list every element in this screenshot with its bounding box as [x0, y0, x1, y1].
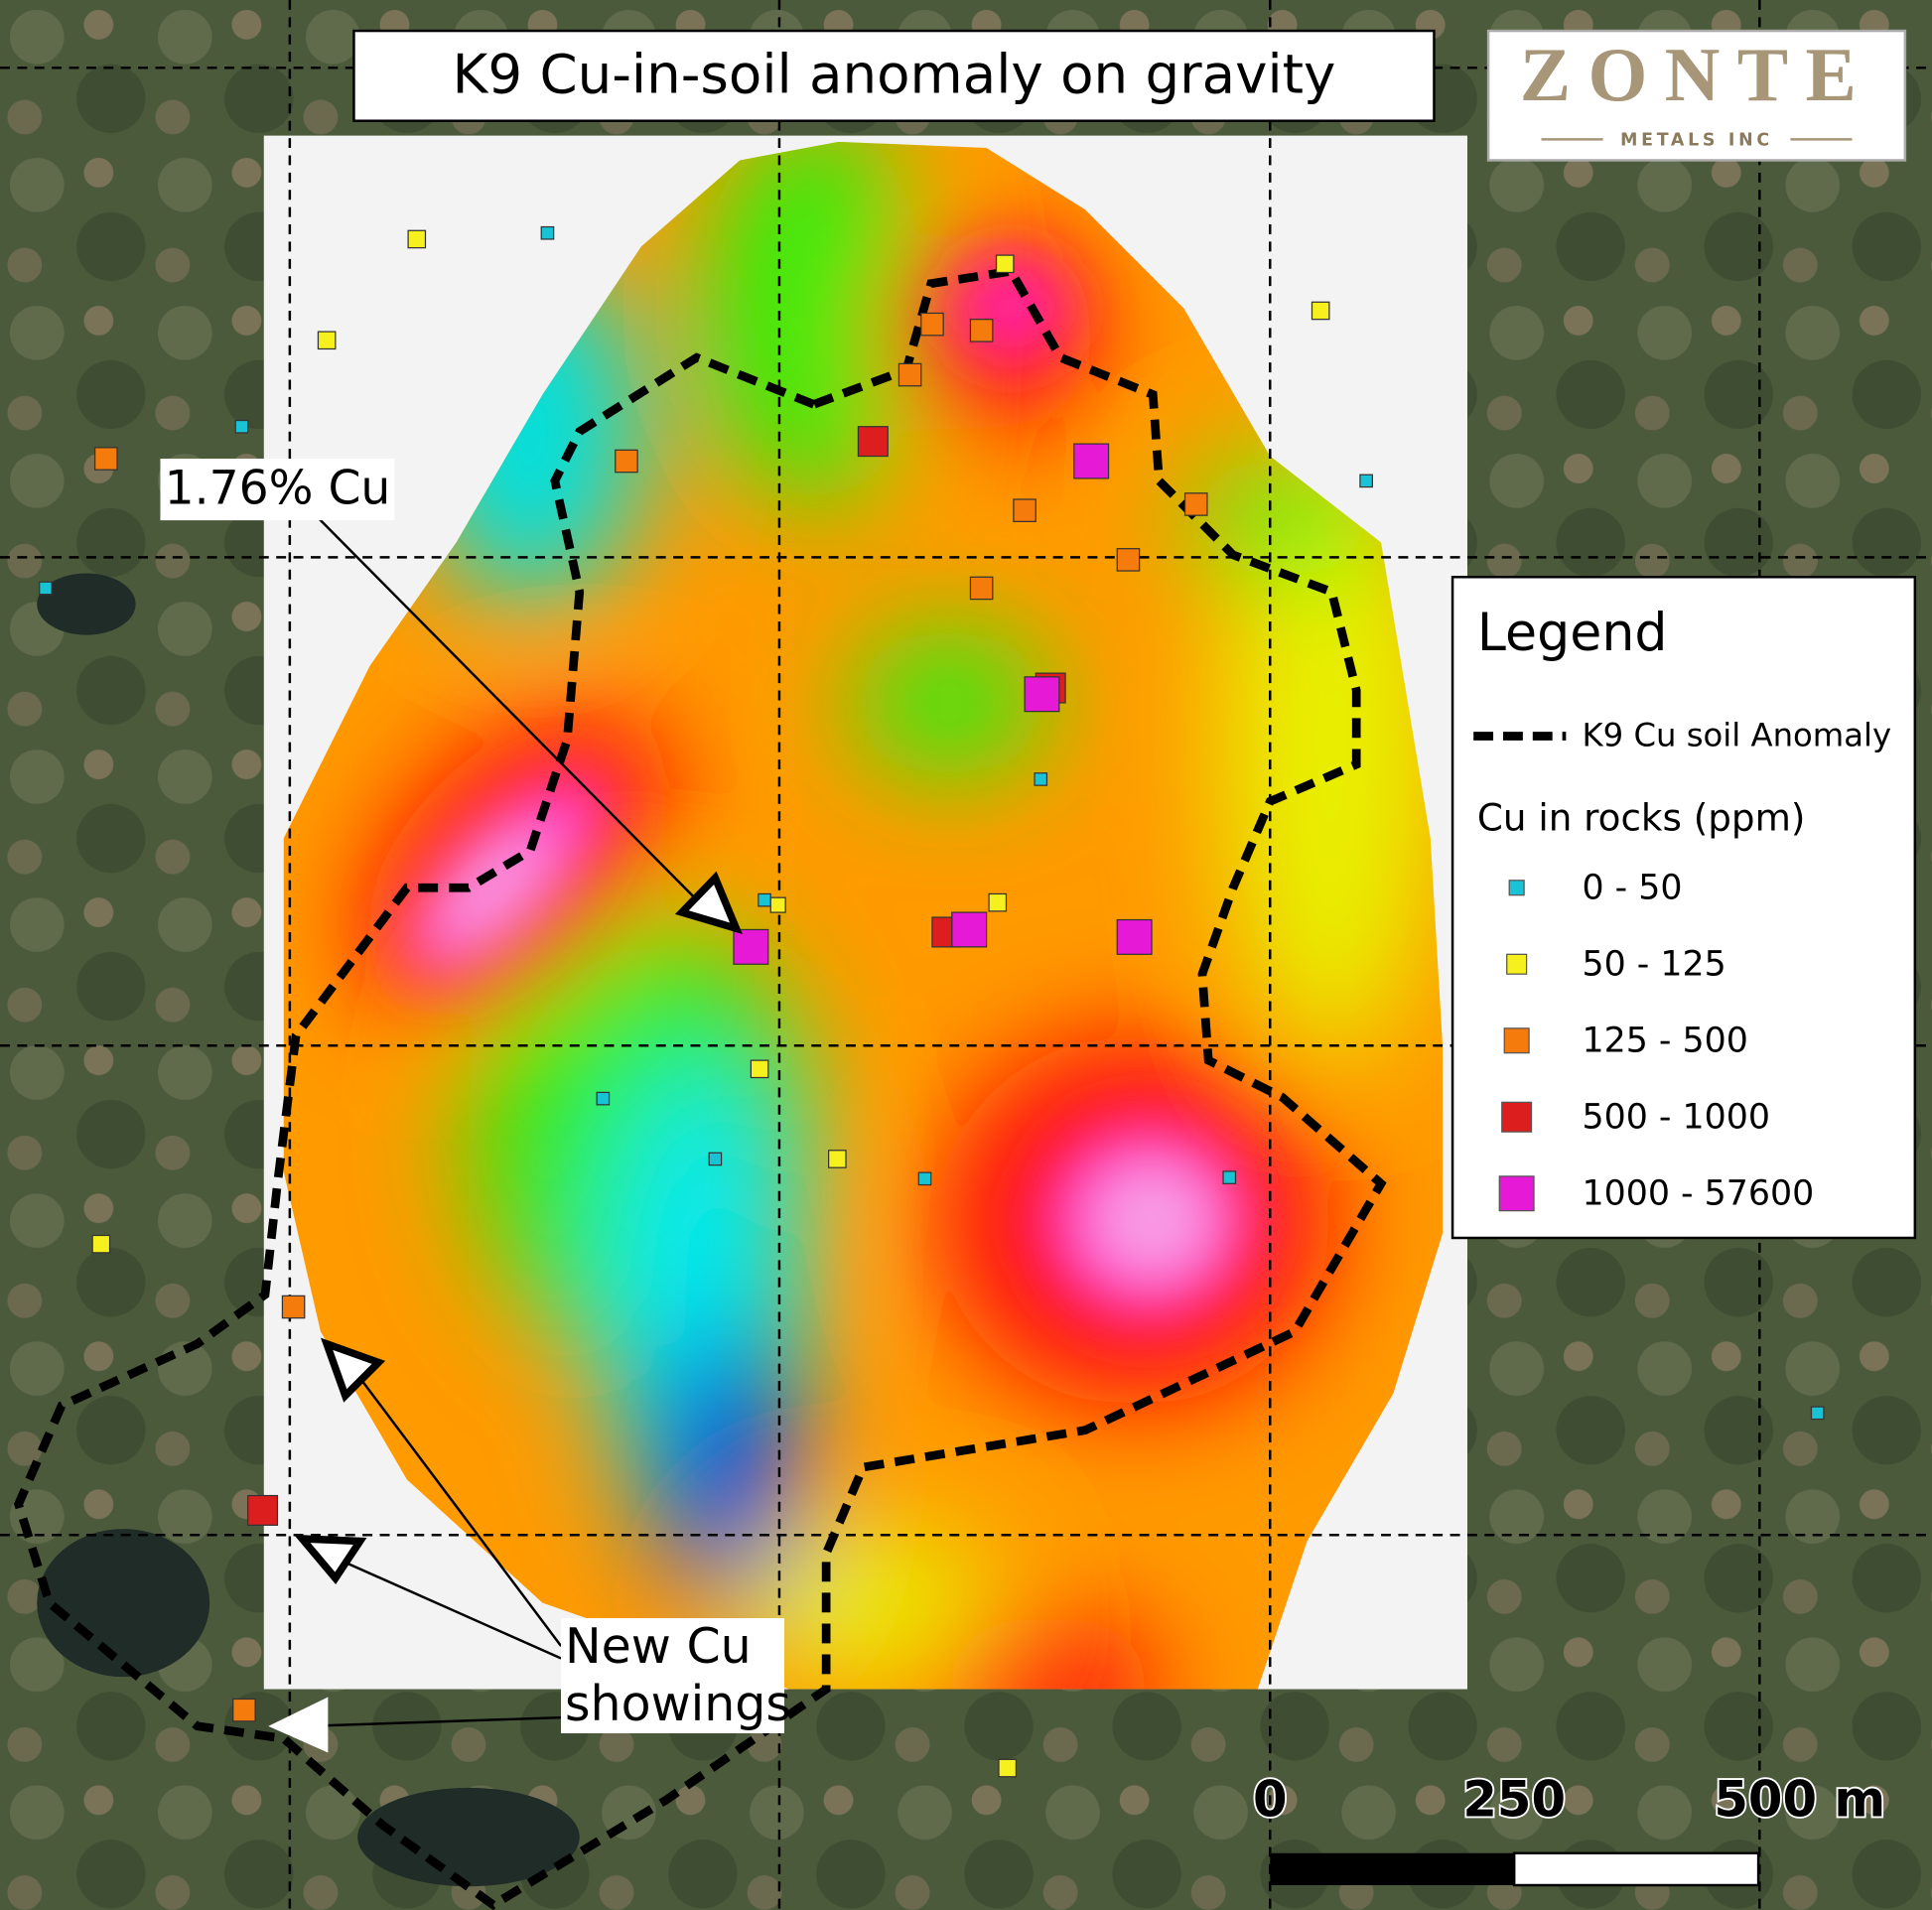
legend-swatch — [1508, 880, 1525, 896]
map-title: K9 Cu-in-soil anomaly on gravity — [453, 42, 1336, 105]
lake — [357, 1787, 580, 1887]
annotation-arrows — [268, 516, 743, 1753]
scale-label: 250 — [1462, 1770, 1566, 1828]
legend-label: 125 - 500 — [1582, 1021, 1747, 1060]
legend-swatch — [1501, 1101, 1533, 1133]
scale-bar: 0 250 500 m — [1251, 1768, 1887, 1887]
legend-label: 1000 - 57600 — [1582, 1173, 1814, 1213]
lake — [37, 573, 136, 635]
scale-label: 0 — [1253, 1770, 1288, 1828]
legend-subtitle: Cu in rocks (ppm) — [1477, 795, 1806, 839]
logo-subtitle: METALS INC — [1620, 131, 1773, 151]
legend-swatch — [1503, 1027, 1530, 1054]
annotation: New Cu showings — [561, 1618, 791, 1733]
annotation: 1.76% Cu — [165, 461, 391, 515]
anomaly-outline — [13, 266, 1387, 1910]
legend-label: 0 - 50 — [1582, 868, 1682, 907]
rock-samples — [39, 225, 1825, 1778]
logo-name: ZONTE — [1520, 32, 1874, 117]
legend-label: 50 - 125 — [1582, 944, 1725, 984]
scale-label: 500 m — [1714, 1770, 1885, 1828]
legend-swatch — [1506, 953, 1528, 975]
title-box — [352, 29, 1436, 122]
legend-label: 500 - 1000 — [1582, 1097, 1769, 1137]
legend-swatch — [1498, 1175, 1535, 1212]
legend-title: Legend — [1477, 604, 1668, 663]
annotation-box — [160, 459, 395, 521]
legend-line-label: K9 Cu soil Anomaly — [1582, 717, 1891, 754]
lake — [37, 1529, 210, 1678]
legend: Legend K9 Cu soil Anomaly Cu in rocks (p… — [1450, 576, 1917, 1240]
